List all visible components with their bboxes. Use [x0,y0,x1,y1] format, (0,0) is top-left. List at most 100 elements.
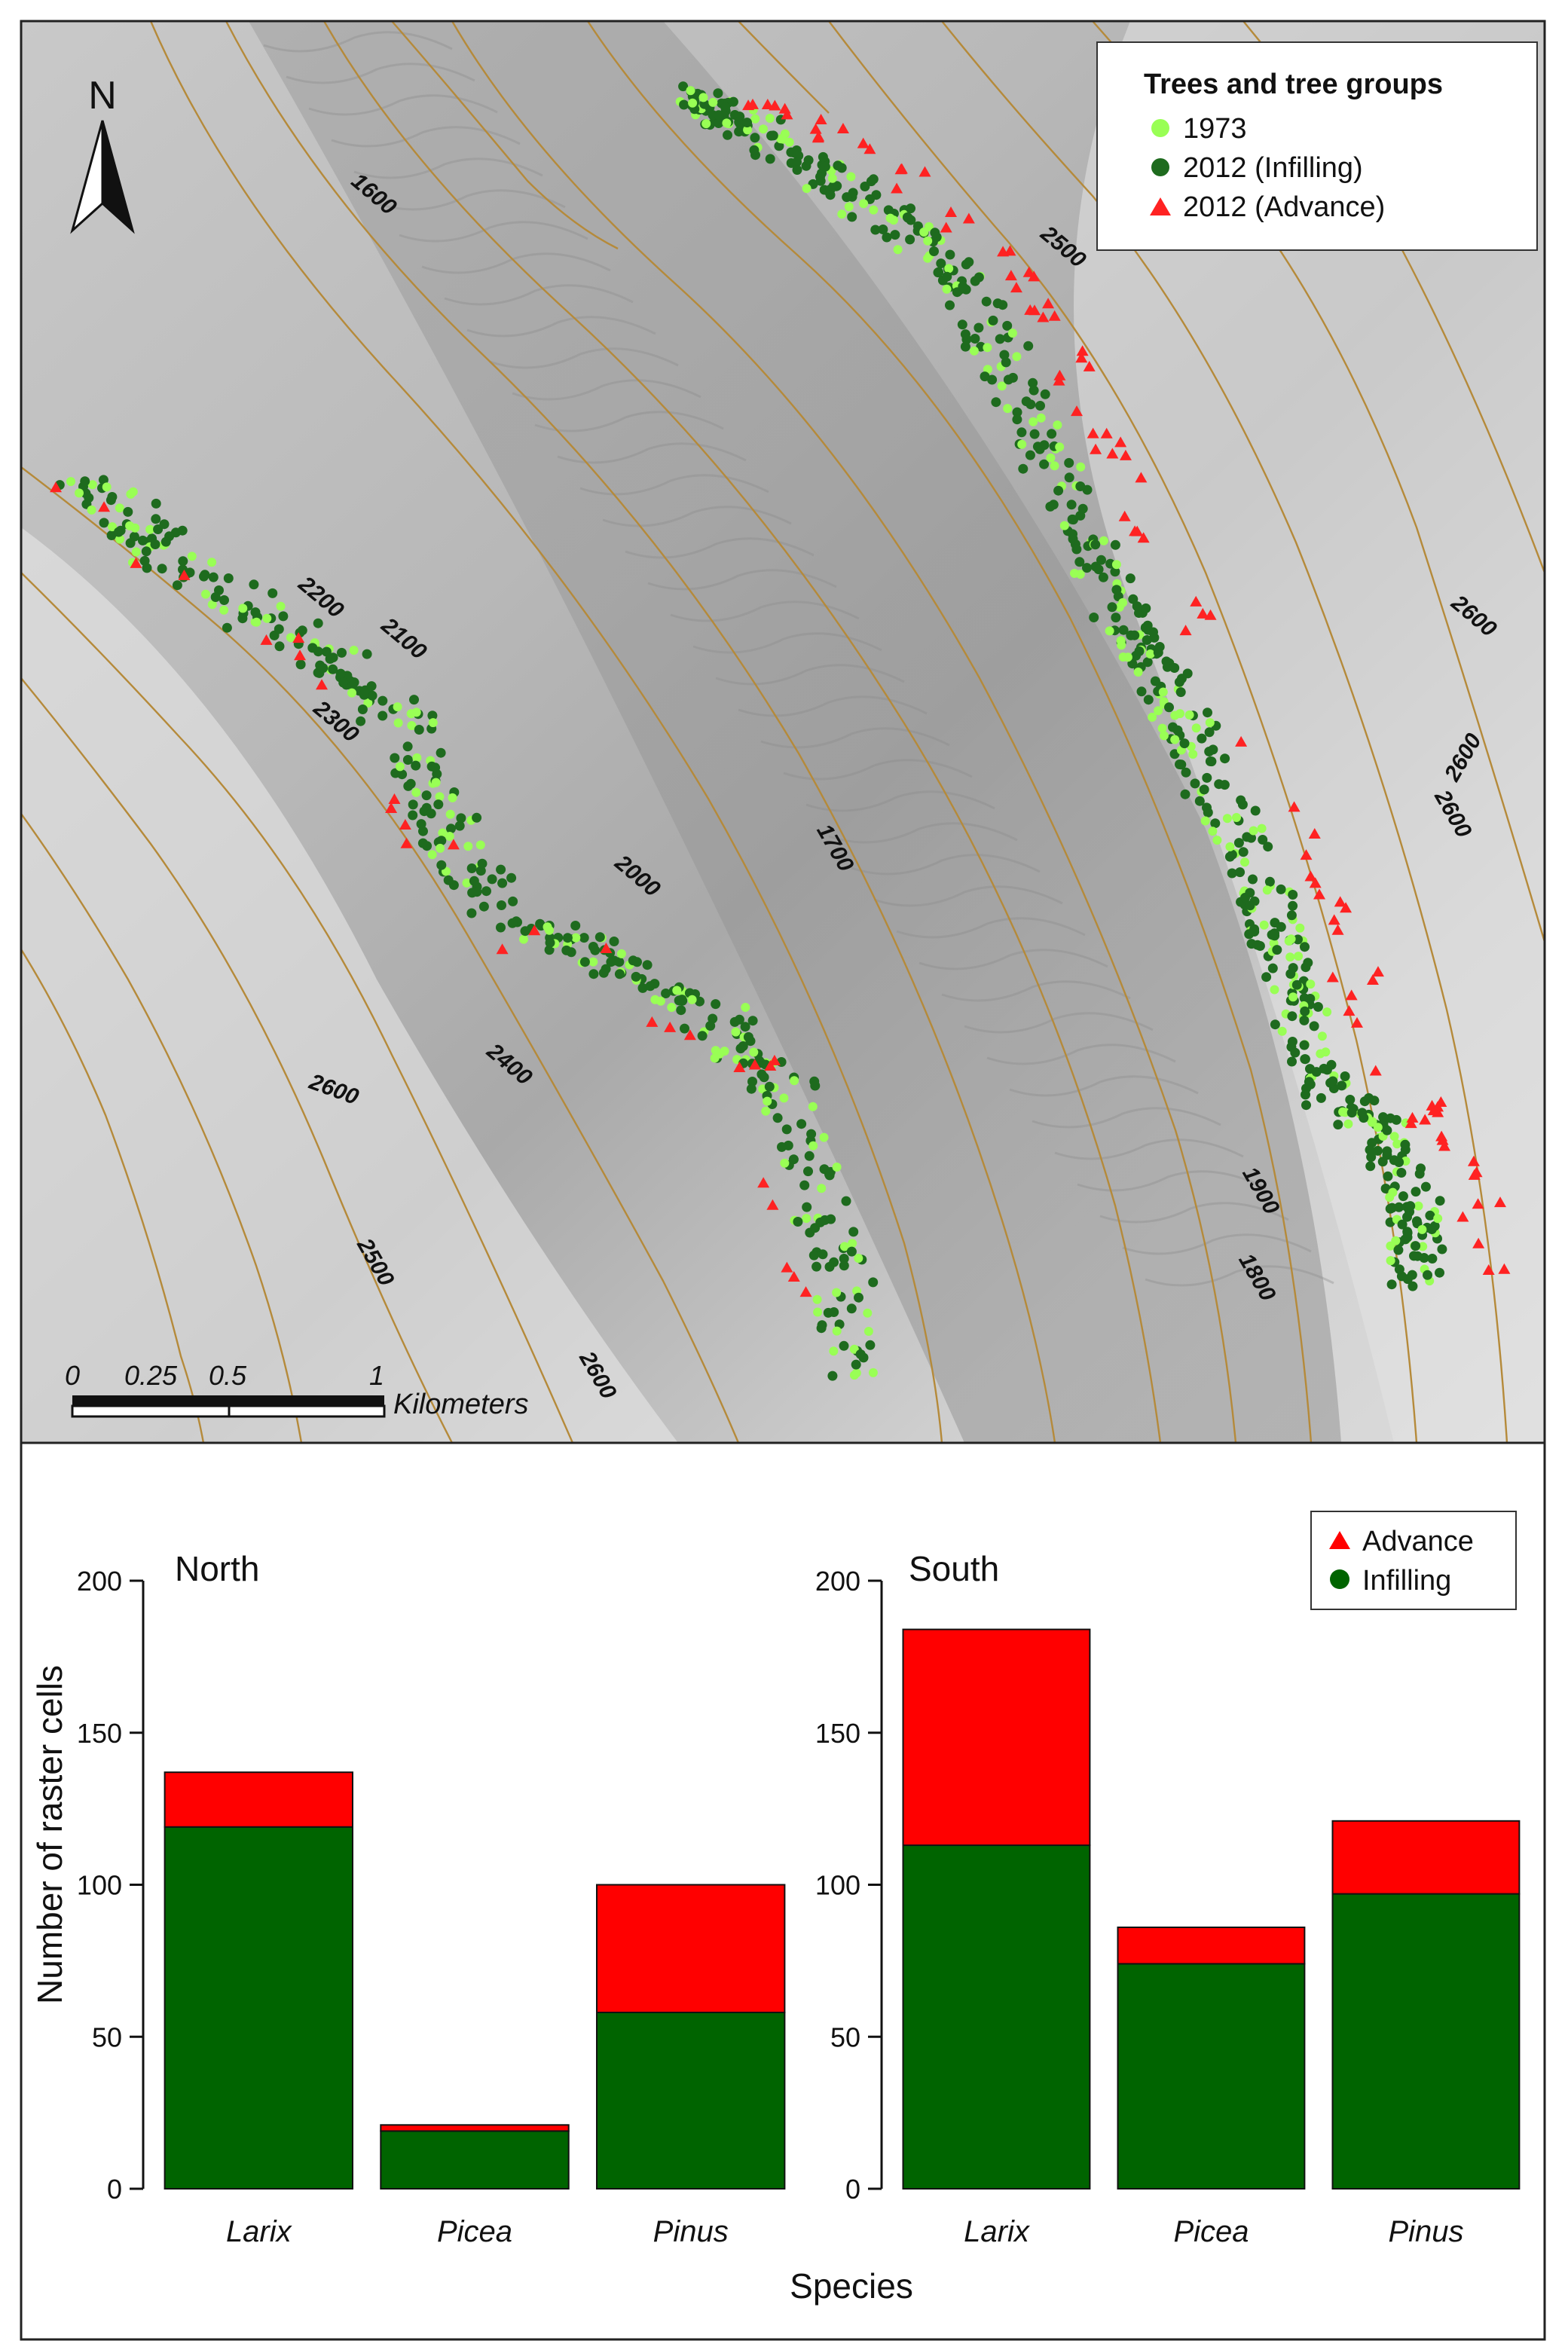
tree-infilling [414,725,424,735]
tree-infilling [1227,868,1237,879]
tree-infilling [421,790,432,801]
tree-advance [1190,595,1203,607]
tree-1973 [393,702,402,712]
tree-infilling [1319,1063,1329,1074]
tree-advance [1048,310,1061,321]
tree-infilling [356,716,366,726]
tree-infilling [855,1349,866,1359]
tree-infilling [1077,503,1088,514]
tree-infilling [1270,931,1280,941]
tree-infilling [1400,1139,1411,1150]
tree-1973 [1053,420,1062,430]
scale-tick-1: 1 [369,1360,384,1391]
tree-infilling [1107,602,1117,613]
tree-1973 [687,995,697,1004]
tree-infilling [1301,1100,1311,1111]
scale-tick-0-5: 0.5 [209,1360,247,1391]
tree-1973 [1294,952,1304,961]
tree-advance [1309,877,1322,888]
tree-infilling [777,1141,787,1152]
tree-infilling [454,821,465,831]
tree-infilling [870,225,881,235]
tree-advance [1470,1166,1483,1178]
tree-1973 [411,787,421,797]
tree-1973 [672,986,682,995]
scale-segment-2 [151,1395,228,1406]
tree-infilling [390,768,401,778]
tree-advance [1010,282,1022,293]
tree-advance [50,481,63,493]
tree-infilling [1068,529,1077,539]
tree-advance [1037,311,1050,322]
tree-1973 [463,842,473,851]
scale-segment-4 [71,1404,231,1418]
tree-infilling [151,514,161,524]
ridge-stroke [602,506,792,527]
tree-infilling [824,1261,835,1272]
tree-infilling [172,580,182,591]
ridge-stroke [670,600,860,622]
tree-infilling [278,611,289,622]
tree-infilling [868,174,879,185]
tree-infilling [1018,463,1029,474]
tree-infilling [1333,1120,1343,1130]
tree-1973 [445,832,454,841]
tree-infilling [936,258,946,269]
tree-infilling [472,887,482,897]
tree-1973 [428,718,438,728]
tree-infilling [903,212,913,223]
tree-infilling [1021,396,1032,407]
tree-infilling [402,755,413,765]
tree-advance [1472,1237,1485,1248]
ridge-stroke [263,31,453,53]
tree-1973 [741,1003,750,1012]
tree-1973 [616,949,626,958]
tree-infilling [1435,1267,1444,1278]
tree-infilling [796,1119,807,1129]
tree-infilling [1204,727,1215,738]
tree-1973 [750,114,760,124]
tree-infilling [723,130,732,140]
tree-infilling [1326,1059,1337,1070]
tree-1973 [1386,1256,1395,1266]
ridge-stroke [466,316,656,338]
tree-advance [260,634,273,645]
tree-infilling [1309,1021,1319,1031]
ridge-stroke [376,189,566,211]
tree-infilling [974,322,984,333]
tree-advance [388,793,401,804]
tree-infilling [1369,1096,1380,1106]
tree-infilling [1435,1196,1445,1206]
tree-advance [1326,971,1339,982]
tree-advance [1179,625,1192,636]
map-legend-title: Trees and tree groups [1144,69,1443,100]
tree-advance [1137,532,1150,543]
tree-infilling [803,155,814,166]
tree-infilling [1300,1006,1310,1016]
tree-1973 [808,1141,818,1151]
tree-advance [781,108,793,120]
tree-infilling [210,592,221,602]
tree-infilling [1169,663,1180,673]
tree-infilling [799,1180,810,1190]
south-y-tick-label: 0 [845,2174,860,2205]
tree-infilling [1286,910,1297,921]
tree-1973 [108,522,117,532]
tree-advance [1304,870,1317,882]
tree-1973 [276,601,286,611]
scale-unit: Kilometers [393,1389,529,1420]
tree-1973 [944,264,954,274]
tree-infilling [1082,563,1092,573]
tree-infilling [934,267,944,277]
ridge-stroke [873,885,1063,907]
tree-advance [1371,966,1384,977]
tree-1973 [1188,750,1198,759]
tree-infilling [1382,1146,1392,1157]
tree-1973 [802,184,812,194]
tree-advance [1313,888,1326,900]
tree-infilling [1304,1077,1314,1087]
tree-infilling [661,989,671,998]
tree-infilling [734,127,744,137]
tree-advance [292,632,305,643]
